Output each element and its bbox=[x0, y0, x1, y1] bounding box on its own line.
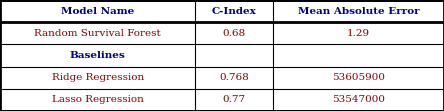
Text: Mean Absolute Error: Mean Absolute Error bbox=[298, 7, 419, 16]
Text: 0.68: 0.68 bbox=[222, 29, 246, 38]
Text: Baselines: Baselines bbox=[70, 51, 126, 60]
Text: C-Index: C-Index bbox=[212, 7, 257, 16]
Text: Ridge Regression: Ridge Regression bbox=[52, 73, 144, 82]
Text: Model Name: Model Name bbox=[61, 7, 134, 16]
Text: 1.29: 1.29 bbox=[347, 29, 370, 38]
Text: Lasso Regression: Lasso Regression bbox=[52, 95, 143, 104]
Text: 0.77: 0.77 bbox=[222, 95, 246, 104]
Text: Random Survival Forest: Random Survival Forest bbox=[34, 29, 161, 38]
Text: 0.768: 0.768 bbox=[219, 73, 249, 82]
Text: 53547000: 53547000 bbox=[332, 95, 385, 104]
Text: 53605900: 53605900 bbox=[332, 73, 385, 82]
